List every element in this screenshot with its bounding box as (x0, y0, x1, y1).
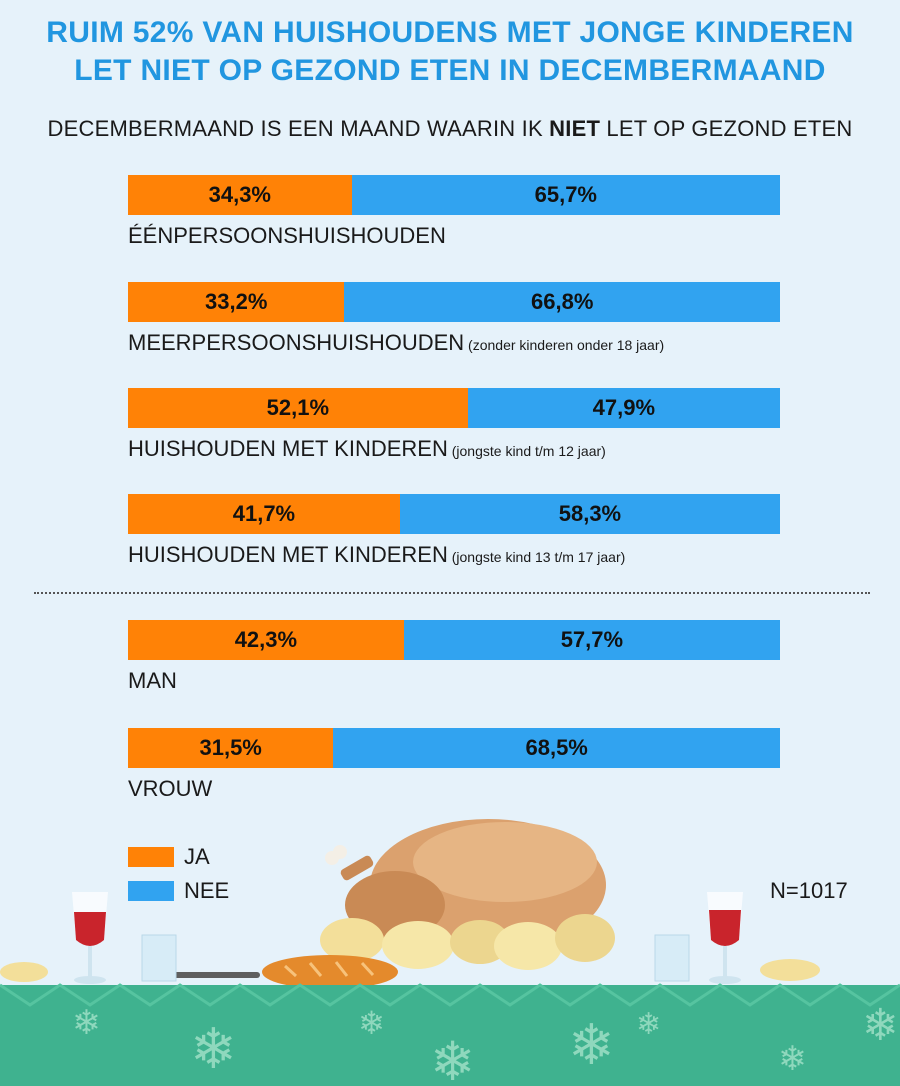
category-label: HUISHOUDEN MET KINDEREN (jongste kind t/… (128, 436, 606, 462)
bread-icon (172, 955, 398, 989)
sample-size: N=1017 (770, 878, 848, 903)
bar-segment-nee: 47,9% (467, 388, 780, 428)
data-label-nee: 65,7% (534, 182, 597, 207)
data-label-nee: 58,3% (558, 501, 622, 526)
category-label-main: MEERPERSOONSHUISHOUDEN (128, 330, 465, 355)
water-glass-left-icon (141, 934, 177, 982)
legend-swatch-ja (128, 847, 174, 867)
plate-left-icon (0, 962, 48, 982)
svg-text:❄: ❄ (430, 1030, 475, 1086)
category-label: MEERPERSOONSHUISHOUDEN (zonder kinderen … (128, 330, 664, 356)
svg-text:❄: ❄ (568, 1013, 615, 1078)
category-label-note: (zonder kinderen onder 18 jaar) (464, 337, 665, 353)
category-label: ÉÉNPERSOONSHUISHOUDEN (128, 223, 446, 249)
data-label-nee: 68,5% (525, 735, 588, 760)
data-label-ja: 34,3% (208, 182, 271, 207)
bar-segment-ja: 41,7% (128, 494, 400, 534)
water-glass-right-icon (654, 934, 690, 982)
data-label-nee: 57,7% (560, 627, 624, 652)
subtitle-emphasis: NIET (549, 116, 601, 141)
wine-glass-right-icon (707, 892, 743, 984)
subtitle-text-after: LET OP GEZOND ETEN (600, 116, 853, 141)
potatoes-icon (320, 914, 615, 970)
svg-text:❄: ❄ (862, 1000, 899, 1051)
category-label-main: VROUW (128, 776, 213, 801)
data-label-nee: 47,9% (592, 395, 656, 420)
category-label-main: HUISHOUDEN MET KINDEREN (128, 542, 448, 567)
legend-swatch-nee (128, 881, 174, 901)
category-label-main: MAN (128, 668, 177, 693)
bar-segment-ja: 52,1% (128, 388, 468, 428)
bar-segment-ja: 33,2% (128, 282, 345, 322)
svg-text:❄: ❄ (358, 1004, 385, 1042)
bar-row-3: 52,1% 47,9% (128, 388, 780, 428)
legend-label-ja: JA (184, 844, 210, 869)
legend-item-ja: JA (128, 844, 210, 869)
title-line-2: LET NIET OP GEZOND ETEN IN DECEMBERMAAND (74, 54, 826, 87)
legend-label-nee: NEE (184, 878, 230, 903)
bar-row-2: 33,2% 66,8% (128, 282, 780, 322)
legend-item-nee: NEE (128, 878, 230, 903)
bar-segment-ja: 31,5% (128, 728, 334, 768)
svg-text:❄: ❄ (778, 1039, 807, 1079)
category-label-main: ÉÉNPERSOONSHUISHOUDEN (128, 223, 446, 248)
chart-title: RUIM 52% VAN HUISHOUDENS MET JONGE KINDE… (0, 14, 900, 90)
svg-text:❄: ❄ (72, 1003, 101, 1043)
bar-segment-nee: 66,8% (344, 282, 780, 322)
data-label-nee: 66,8% (531, 289, 594, 314)
category-label: HUISHOUDEN MET KINDEREN (jongste kind 13… (128, 542, 625, 568)
category-label-note: (jongste kind 13 t/m 17 jaar) (447, 549, 626, 565)
data-label-ja: 33,2% (205, 289, 268, 314)
svg-text:❄: ❄ (636, 1007, 661, 1042)
data-label-ja: 52,1% (266, 395, 330, 420)
data-label-ja: 41,7% (232, 501, 296, 526)
wine-glass-left-icon (72, 892, 108, 984)
bar-row-5: 42,3% 57,7% (128, 620, 780, 660)
bar-row-1: 34,3% 65,7% (128, 175, 780, 215)
subtitle-text-before: DECEMBERMAAND IS EEN MAAND WAARIN IK (47, 116, 550, 141)
bar-segment-nee: 68,5% (333, 728, 780, 768)
bar-row-4: 41,7% 58,3% (128, 494, 780, 534)
bar-segment-ja: 42,3% (128, 620, 404, 660)
bar-segment-ja: 34,3% (128, 175, 352, 215)
category-label: MAN (128, 668, 177, 694)
bar-segment-nee: 65,7% (351, 175, 780, 215)
category-label: VROUW (128, 776, 212, 802)
category-label-note: (jongste kind t/m 12 jaar) (447, 443, 606, 459)
category-label-main: HUISHOUDEN MET KINDEREN (128, 436, 448, 461)
title-line-1: RUIM 52% VAN HUISHOUDENS MET JONGE KINDE… (46, 16, 854, 49)
snowflakes-icon: ❄ ❄ ❄ ❄ ❄ ❄ ❄ ❄ (72, 1000, 899, 1086)
group-divider (34, 592, 870, 594)
tablecloth (0, 985, 900, 1086)
chart-subtitle: DECEMBERMAAND IS EEN MAAND WAARIN IK NIE… (0, 116, 900, 142)
bar-row-6: 31,5% 68,5% (128, 728, 780, 768)
data-label-ja: 42,3% (234, 627, 298, 652)
plate-right-icon (760, 959, 820, 981)
bar-segment-nee: 57,7% (403, 620, 780, 660)
bar-segment-nee: 58,3% (399, 494, 780, 534)
svg-text:❄: ❄ (190, 1017, 237, 1082)
data-label-ja: 31,5% (199, 735, 262, 760)
